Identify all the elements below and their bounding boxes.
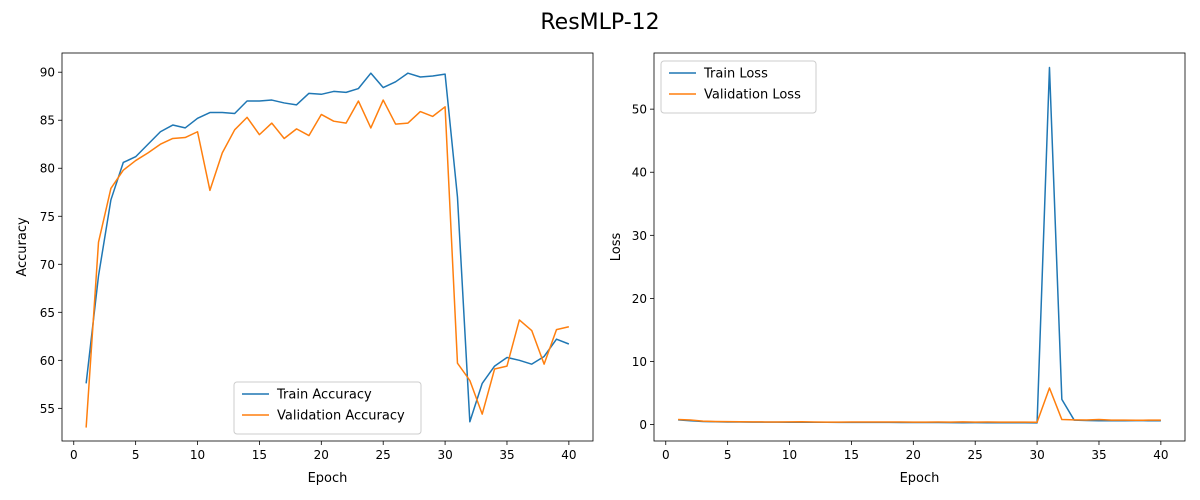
legend-label-0: Train Loss — [703, 67, 768, 82]
x-tick-label: 20 — [906, 448, 921, 462]
legend-label-0: Train Accuracy — [276, 388, 372, 403]
y-tick-label: 20 — [632, 292, 647, 306]
x-tick-label: 25 — [968, 448, 983, 462]
x-axis-label: Epoch — [308, 471, 348, 486]
x-tick-label: 5 — [724, 448, 732, 462]
y-tick-label: 90 — [40, 66, 55, 80]
legend-frame — [233, 381, 422, 435]
y-axis-label: Accuracy — [15, 217, 30, 277]
x-tick-label: 15 — [844, 448, 859, 462]
x-tick-label: 0 — [662, 448, 670, 462]
x-tick-label: 40 — [1153, 448, 1168, 462]
y-tick-label: 30 — [632, 229, 647, 243]
y-tick-label: 40 — [632, 166, 647, 180]
accuracy-chart: 0 5 10 15 20 25 30 35 40 55 60 65 70 75 80 85 90 Epoch Acc… — [15, 52, 594, 486]
x-tick-label: 25 — [376, 448, 391, 462]
series-line-1 — [678, 387, 1161, 423]
y-tick-label: 85 — [40, 114, 55, 128]
legend-frame — [660, 60, 817, 114]
y-tick-label: 0 — [639, 418, 647, 432]
x-tick-label: 40 — [561, 448, 576, 462]
y-axis-label: Loss — [609, 233, 624, 262]
x-tick-label: 20 — [314, 448, 329, 462]
y-tick-label: 65 — [40, 306, 55, 320]
y-tick-label: 60 — [40, 354, 55, 368]
x-tick-label: 15 — [252, 448, 267, 462]
plot-frame — [653, 52, 1186, 442]
plot-frame — [61, 52, 594, 442]
x-tick-label: 10 — [782, 448, 797, 462]
y-tick-label: 70 — [40, 258, 55, 272]
x-tick-label: 30 — [1029, 448, 1044, 462]
legend-label-1: Validation Accuracy — [277, 409, 405, 424]
y-tick-label: 75 — [40, 210, 55, 224]
x-tick-label: 0 — [70, 448, 78, 462]
x-tick-label: 35 — [499, 448, 514, 462]
y-tick-label: 80 — [40, 162, 55, 176]
loss-chart: 0 5 10 15 20 25 30 35 40 0 10 20 30 40 50 Epoch Loss Trai… — [609, 52, 1186, 486]
series-line-1 — [85, 99, 570, 428]
y-tick-label: 50 — [632, 103, 647, 117]
x-axis-label: Epoch — [900, 471, 940, 486]
x-tick-label: 5 — [132, 448, 140, 462]
x-tick-label: 30 — [437, 448, 452, 462]
x-tick-label: 10 — [190, 448, 205, 462]
x-tick-label: 35 — [1091, 448, 1106, 462]
y-tick-label: 55 — [40, 402, 55, 416]
y-tick-label: 10 — [632, 355, 647, 369]
legend: Train Accuracy Validation Accuracy — [233, 381, 422, 435]
legend: Train Loss Validation Loss — [660, 60, 817, 114]
figure-title: ResMLP-12 — [540, 10, 659, 35]
series-line-0 — [85, 72, 570, 423]
legend-label-1: Validation Loss — [704, 88, 801, 103]
series-line-0 — [678, 66, 1161, 424]
